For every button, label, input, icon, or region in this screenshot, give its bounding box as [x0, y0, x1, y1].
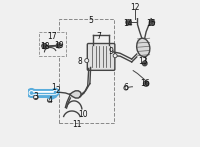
Circle shape — [30, 92, 33, 94]
Text: 7: 7 — [96, 31, 101, 41]
Circle shape — [52, 88, 59, 96]
Ellipse shape — [137, 38, 150, 57]
Text: 18: 18 — [40, 42, 50, 51]
Text: 2: 2 — [55, 86, 60, 95]
Circle shape — [43, 45, 46, 47]
Circle shape — [151, 21, 153, 24]
Text: 15: 15 — [146, 19, 156, 28]
Text: 16: 16 — [140, 79, 150, 88]
Circle shape — [27, 89, 36, 97]
Circle shape — [125, 87, 127, 89]
Circle shape — [144, 62, 146, 65]
FancyBboxPatch shape — [39, 32, 66, 56]
Circle shape — [35, 96, 37, 98]
Text: 14: 14 — [123, 19, 133, 28]
Polygon shape — [70, 91, 81, 98]
Text: 12: 12 — [131, 3, 140, 12]
Text: 19: 19 — [54, 41, 64, 50]
Circle shape — [85, 59, 88, 62]
Circle shape — [86, 60, 88, 61]
Circle shape — [124, 86, 128, 90]
Circle shape — [49, 99, 50, 101]
Text: 13: 13 — [138, 57, 148, 66]
Circle shape — [34, 95, 38, 99]
Text: 11: 11 — [72, 120, 82, 129]
Circle shape — [114, 55, 116, 57]
Text: 17: 17 — [47, 31, 56, 41]
Circle shape — [127, 21, 130, 24]
Text: 3: 3 — [33, 92, 38, 101]
Text: 4: 4 — [48, 96, 53, 105]
Text: 5: 5 — [88, 16, 93, 25]
Text: 10: 10 — [78, 110, 88, 119]
Circle shape — [58, 44, 60, 47]
Text: 6: 6 — [124, 83, 128, 92]
Circle shape — [29, 91, 34, 95]
Text: 1: 1 — [51, 83, 56, 92]
Circle shape — [113, 54, 117, 57]
Circle shape — [145, 82, 147, 85]
Text: 8: 8 — [77, 57, 82, 66]
Text: 9: 9 — [108, 47, 113, 56]
Circle shape — [54, 91, 56, 93]
Circle shape — [53, 90, 57, 94]
FancyBboxPatch shape — [87, 44, 115, 70]
Circle shape — [48, 98, 51, 102]
